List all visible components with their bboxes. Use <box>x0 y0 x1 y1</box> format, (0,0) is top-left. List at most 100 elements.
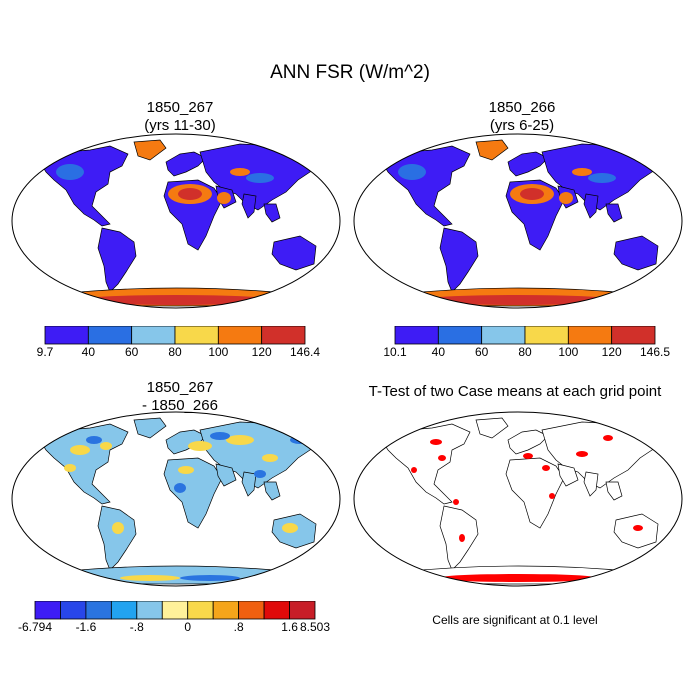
colorbar-diff-label: 0 <box>184 620 191 633</box>
map-ttest-greenland <box>475 417 509 439</box>
map-case2-australia <box>613 235 659 271</box>
panel-title-case1-line1: 1850_267 <box>146 99 214 116</box>
colorbar-case1-box <box>131 326 176 345</box>
map-ttest-sig-2 <box>523 453 533 459</box>
panel-title-case2: 1850_266 (yrs 6-25) <box>362 99 682 135</box>
colorbar-case1-box <box>217 326 263 345</box>
map-case1-southAmerica <box>97 227 137 293</box>
map-case2 <box>353 133 683 309</box>
colorbar-case1-label: 100 <box>208 345 228 358</box>
colorbar-case2-box <box>481 326 526 345</box>
colorbar-case2-label: 120 <box>602 345 622 358</box>
map-ttest-australia <box>613 513 659 549</box>
map-diff-northAmerica <box>39 423 129 505</box>
map-case1-australia <box>271 235 317 271</box>
map-case1-northAmerica <box>39 145 129 227</box>
panel-title-case2-line2: (yrs 6-25) <box>489 117 555 134</box>
colorbar-case2-box <box>437 326 483 345</box>
map-diff-border <box>11 411 341 587</box>
panel-title-case2-line1: 1850_266 <box>488 99 556 116</box>
map-case2-india <box>583 193 599 219</box>
map-ttest-sig-10 <box>411 467 417 473</box>
map-case2-canada-mid <box>398 164 426 180</box>
colorbar-diff-label: 8.503 <box>300 620 330 633</box>
map-case2-tibet <box>588 173 616 183</box>
map-diff-pos-0 <box>70 445 90 455</box>
map-case1-antarctica-core <box>76 295 276 305</box>
map-diff-neg-0 <box>86 436 102 444</box>
map-ttest-europe <box>507 429 549 455</box>
map-diff-pos-5 <box>112 522 124 534</box>
map-case1-border <box>11 133 341 309</box>
colorbar-diff: -6.794 -1.6 -.8 0 .8 1.6 8.503 <box>18 601 330 633</box>
map-diff-pos-3 <box>226 435 254 445</box>
colorbar-diff-box <box>212 601 240 620</box>
colorbar-diff-box <box>289 601 316 620</box>
map-diff-neg-1 <box>210 432 230 440</box>
map-case2-central-asia <box>572 168 592 176</box>
colorbar-case2-box <box>611 326 656 345</box>
map-diff-greenland <box>133 417 167 439</box>
colorbar-case1-label: 60 <box>125 345 139 358</box>
colorbar-case1-label: 120 <box>252 345 272 358</box>
colorbar-case2-label: 40 <box>432 345 446 358</box>
colorbar-case1-label: 40 <box>82 345 96 358</box>
panel-title-diff: 1850_267 - 1850_266 <box>20 379 340 415</box>
map-case1-europe <box>165 151 207 177</box>
map-case2-northAmerica <box>381 145 471 227</box>
map-case2-seAsia <box>605 203 623 223</box>
colorbar-diff-box <box>34 601 61 620</box>
colorbar-diff-label: 1.6 <box>281 620 298 633</box>
colorbar-case2-box <box>394 326 439 345</box>
map-case1-sahara-core <box>178 188 202 200</box>
map-case1-arabia-desert <box>217 192 231 204</box>
map-ttest-border <box>353 411 683 587</box>
colorbar-diff-label: -1.6 <box>76 620 97 633</box>
colorbar-case2-label: 146.5 <box>640 345 670 358</box>
colorbar-diff-box <box>110 601 138 620</box>
colorbar-diff-label: .8 <box>234 620 244 633</box>
panel-title-ttest: T-Test of two Case means at each grid po… <box>345 383 685 401</box>
map-case2-greenland <box>475 139 509 161</box>
map-diff-africa <box>163 457 223 529</box>
map-case2-border <box>353 133 683 309</box>
map-ttest-sig-8 <box>438 574 598 582</box>
map-case2-sahara-core <box>520 188 544 200</box>
map-case2-antarctica-core <box>418 295 618 305</box>
colorbar-case1-box <box>87 326 133 345</box>
colorbar-case1: 9.7 40 60 80 100 120 146.4 <box>37 326 320 358</box>
colorbar-diff-label: -6.794 <box>18 620 52 633</box>
map-ttest-sig-11 <box>549 493 555 499</box>
map-ttest-india <box>583 471 599 497</box>
map-case1-tibet <box>246 173 274 183</box>
panel-title-case1: 1850_267 (yrs 11-30) <box>20 99 340 135</box>
colorbar-case1-label: 146.4 <box>290 345 320 358</box>
map-diff-neg-2 <box>174 483 186 493</box>
map-diff-india <box>241 471 257 497</box>
map-case1-greenland <box>133 139 167 161</box>
map-diff-antarctica <box>45 565 312 585</box>
map-ttest-arabia <box>557 463 579 487</box>
map-diff-neg-3 <box>254 470 266 478</box>
colorbar-case1-box <box>44 326 89 345</box>
colorbar-diff-box <box>263 601 290 620</box>
map-ttest-sig-3 <box>542 465 550 471</box>
map-diff-pos-9 <box>120 575 180 581</box>
panel-title-case1-line2: (yrs 11-30) <box>144 117 216 134</box>
map-diff-pos-1 <box>100 442 112 450</box>
map-diff-pos-4 <box>178 466 194 474</box>
map-diff-neg-4 <box>290 436 310 444</box>
map-case1-india <box>241 193 257 219</box>
colorbar-case2-label: 80 <box>518 345 532 358</box>
map-ttest-sig-9 <box>633 525 643 531</box>
map-case1-canada-mid <box>56 164 84 180</box>
map-case2-southAmerica <box>439 227 479 293</box>
map-ttest-seAsia <box>605 481 623 501</box>
map-ttest-sig-6 <box>459 534 465 542</box>
colorbar-diff-box <box>136 601 163 620</box>
map-case2-arabia-desert <box>559 192 573 204</box>
colorbar-case2-label: 10.1 <box>383 345 407 358</box>
map-diff-pos-8 <box>262 454 278 462</box>
map-case1-seAsia <box>263 203 281 223</box>
panel-title-diff-line2: - 1850_266 <box>142 397 218 414</box>
